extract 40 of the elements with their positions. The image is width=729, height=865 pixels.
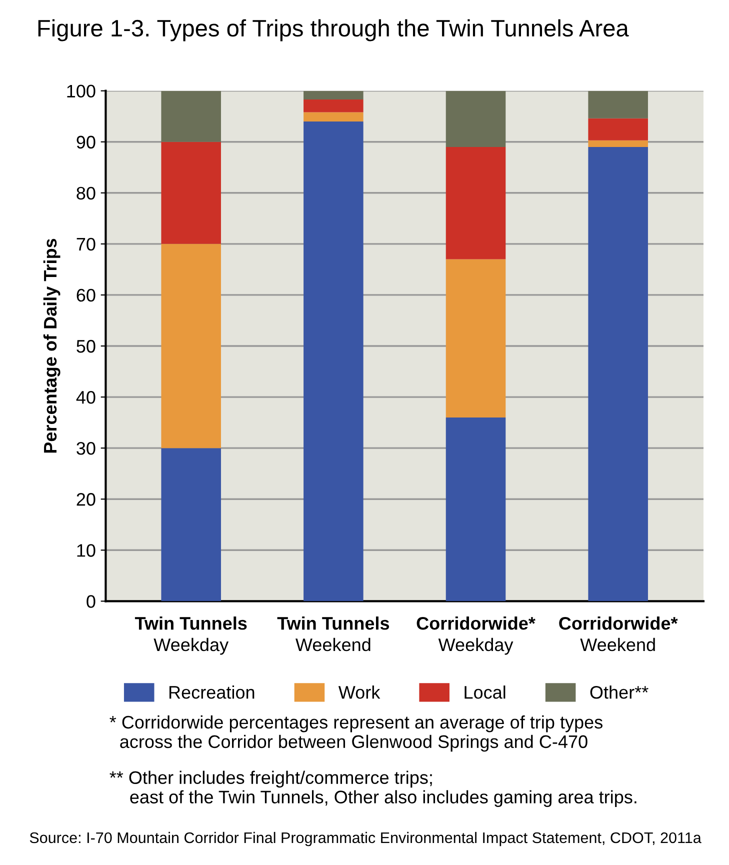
x-tick-label: Twin Tunnels Weekend (277, 616, 390, 652)
legend-label: Recreation (169, 685, 254, 699)
bar (161, 142, 221, 244)
bar (446, 90, 506, 147)
bar (588, 90, 648, 118)
bar (304, 121, 364, 602)
chart-title: Figure 1-3. Types of Trips through the Twin Tunnels Area (38, 19, 629, 42)
y-tick-label: 20 (76, 493, 96, 506)
y-tick-label: 40 (76, 390, 96, 404)
bar (304, 112, 364, 122)
y-tick-label: 90 (76, 136, 96, 149)
bar (446, 146, 506, 260)
bar (304, 100, 364, 112)
y-axis-title: Percentage of Daily Trips (43, 238, 60, 453)
x-tick-label: Corridorwide* Weekend (559, 616, 678, 652)
y-tick-label: 10 (77, 544, 96, 557)
legend-label: Local (464, 685, 506, 699)
y-tick-label: 50 (76, 340, 96, 353)
text: ** Other includes freight/commerce trips; east of the Twin Tunnels, Other also includes gaming area trips. (110, 770, 636, 808)
bar (588, 140, 648, 147)
bar (161, 90, 221, 142)
y-tick-label: 30 (76, 442, 96, 455)
x-tick-label: Corridorwide* Weekday (416, 616, 536, 655)
y-tick-label: 0 (86, 595, 96, 608)
y-tick-label: 60 (76, 288, 96, 302)
bar (161, 244, 221, 448)
y-tick-label: 80 (76, 186, 96, 200)
bar (588, 118, 648, 140)
bar (304, 90, 364, 100)
bar (588, 146, 648, 602)
bar (446, 417, 506, 602)
legend-label: Work (338, 685, 380, 699)
bar (446, 259, 506, 418)
source-note: Source: I-70 Mountain Corridor Final Programmatic Environmental Impact Statement, CDOT, 2011a (30, 832, 702, 846)
text: * Corridorwide percentages represent an average of trip types across the Corridor between Glenwood Springs and C-470 (110, 715, 602, 752)
bar (161, 448, 221, 602)
legend-label: Other** (590, 685, 648, 699)
y-tick-label: 100 (67, 84, 96, 98)
y-tick-label: 70 (76, 238, 96, 251)
x-tick-label: Twin Tunnels Weekday (134, 616, 247, 655)
